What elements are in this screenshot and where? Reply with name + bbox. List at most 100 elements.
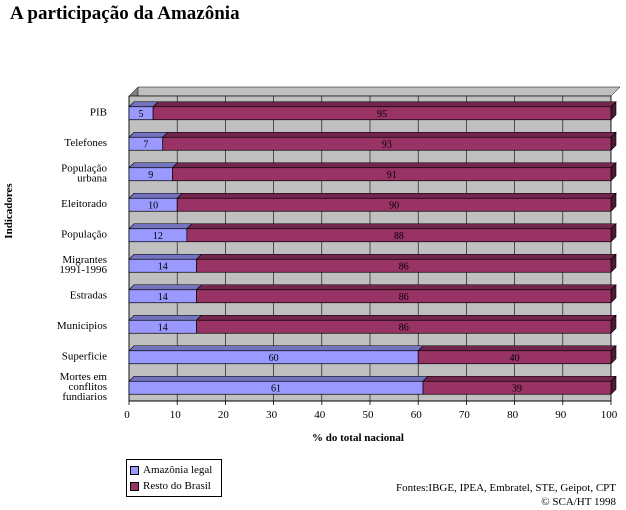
category-label: Migrantes 1991-1996 — [59, 254, 107, 276]
x-tick-label: 20 — [218, 409, 230, 421]
bar-top-face — [152, 101, 617, 108]
chart-title: A participação da Amazônia — [10, 3, 240, 24]
category-label: População urbana — [61, 162, 107, 184]
bar-value-label: 91 — [387, 170, 397, 181]
bar-top-face — [195, 284, 617, 291]
bar-segment — [152, 106, 612, 121]
category-label-line: urbana — [77, 172, 107, 184]
x-tick-label: 80 — [507, 409, 519, 421]
x-tick-label: 50 — [363, 409, 375, 421]
bar-top-face — [422, 375, 617, 382]
legend-item-resto: Resto do Brasil — [130, 478, 218, 494]
category-label: Superficie — [62, 350, 107, 362]
bar-top-face — [128, 375, 429, 382]
bar-top-face — [128, 223, 193, 230]
bars: 5 95 7 93 9 91 10 90 12 88 14 86 14 86 14 86 60 40 61 39 — [128, 101, 617, 395]
legend: Amazônia legal Resto do Brasil — [126, 459, 222, 497]
bar-top-face — [195, 253, 617, 260]
x-tick-label: 0 — [124, 409, 130, 421]
category-label-line: Mortes em — [60, 371, 108, 383]
bar-value-label: 10 — [148, 200, 158, 211]
bar-segment — [196, 319, 612, 334]
bar-value-label: 93 — [382, 139, 392, 150]
bar-value-label: 14 — [158, 261, 168, 272]
category-label-line: Telefones — [64, 137, 107, 149]
bar-top-face — [128, 131, 169, 138]
source-note: Fontes:IBGE, IPEA, Embratel, STE, Geipot… — [396, 481, 616, 509]
x-tick-label: 90 — [555, 409, 567, 421]
bar-value-label: 40 — [510, 353, 520, 364]
x-tick-labels: 0 10 20 30 40 50 60 70 80 90 100 — [124, 400, 618, 421]
bar-value-label: 86 — [399, 261, 409, 272]
legend-label: Amazônia legal — [143, 464, 213, 476]
bar-value-label: 90 — [389, 200, 399, 211]
x-tick-label: 100 — [601, 409, 618, 421]
bar-top-face — [128, 284, 203, 291]
bar-top-face — [417, 345, 617, 352]
category-label: Estradas — [70, 289, 107, 301]
plot-top-wall — [128, 86, 621, 97]
bar-top-face — [176, 192, 617, 199]
bar-segment — [417, 350, 612, 365]
bar-top-face — [128, 345, 424, 352]
bar-value-label: 39 — [512, 383, 522, 394]
legend-item-amazonia: Amazônia legal — [130, 462, 218, 478]
x-tick-label: 40 — [314, 409, 326, 421]
legend-swatch — [130, 481, 139, 491]
x-tick-label: 10 — [170, 409, 182, 421]
x-tick-label: 60 — [411, 409, 423, 421]
category-label-line: Estradas — [70, 289, 107, 301]
category-label-line: Migrantes — [62, 254, 107, 266]
category-label-line: 1991-1996 — [59, 264, 107, 276]
bar-top-face — [195, 314, 617, 321]
bar-segment — [422, 380, 612, 395]
bar-value-label: 9 — [148, 170, 153, 181]
x-tick-label: 30 — [266, 409, 278, 421]
category-label-line: fundiarios — [62, 391, 107, 403]
bar-value-label: 88 — [394, 231, 404, 242]
bar-top-face — [128, 192, 183, 199]
bar-segment — [176, 197, 612, 212]
bar-value-label: 95 — [377, 109, 387, 120]
bar-value-label: 14 — [158, 322, 168, 333]
category-label: Eleitorado — [61, 198, 107, 210]
bar-top-face — [186, 223, 617, 230]
legend-swatch — [130, 465, 139, 475]
bar-segment — [162, 136, 612, 151]
bar-value-label: 60 — [269, 353, 279, 364]
category-label: Telefones — [64, 137, 107, 149]
category-label-line: Superficie — [62, 350, 107, 362]
bar-segment — [186, 228, 612, 243]
bar-value-label: 5 — [139, 109, 144, 120]
source-line: Fontes:IBGE, IPEA, Embratel, STE, Geipot… — [396, 482, 616, 494]
category-label-line: Eleitorado — [61, 198, 107, 210]
bar-value-label: 86 — [399, 322, 409, 333]
bar-value-label: 7 — [143, 139, 148, 150]
bar-top-face — [162, 131, 617, 138]
bar-top-face — [128, 253, 203, 260]
bar-value-label: 61 — [271, 383, 281, 394]
category-label: Municipios — [57, 320, 107, 332]
bar-value-label: 86 — [399, 292, 409, 303]
category-label: População — [61, 228, 107, 240]
bar-top-face — [171, 162, 617, 169]
category-label-line: Municipios — [57, 320, 107, 332]
category-label: PIB — [90, 106, 107, 118]
bar-top-face — [128, 162, 179, 169]
bar-segment — [196, 258, 612, 273]
category-label-line: População — [61, 162, 107, 174]
x-tick-label: 70 — [459, 409, 471, 421]
category-label-line: conflitos — [69, 381, 108, 393]
bar-segment — [172, 167, 612, 182]
category-label-line: População — [61, 228, 107, 240]
legend-label: Resto do Brasil — [143, 480, 211, 492]
bar-top-face — [128, 314, 203, 321]
category-label: Mortes em conflitos fundiarios — [60, 371, 108, 403]
category-label-line: PIB — [90, 106, 107, 118]
bar-value-label: 14 — [158, 292, 168, 303]
bar-value-label: 12 — [153, 231, 163, 242]
copyright-line: © SCA/HT 1998 — [541, 496, 616, 508]
y-axis-label: Indicadores — [3, 183, 15, 239]
